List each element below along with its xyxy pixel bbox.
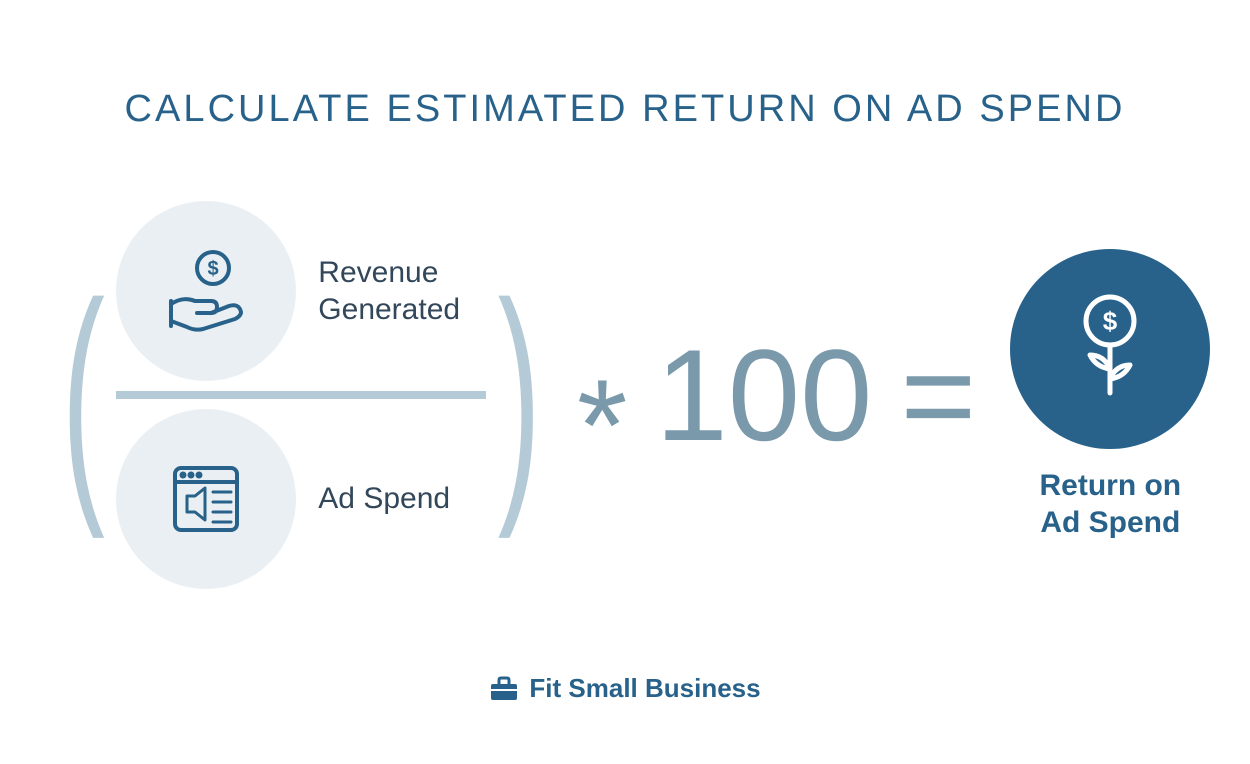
fraction-divider [116, 391, 486, 399]
page-title: CALCULATE ESTIMATED RETURN ON AD SPEND [0, 0, 1250, 131]
result-label: Return onAd Spend [1039, 467, 1181, 542]
hundred: 100 [641, 330, 886, 460]
return-icon: $ [1010, 249, 1210, 449]
svg-text:$: $ [208, 258, 219, 280]
equals-op: = [886, 330, 990, 460]
denominator-term: Ad Spend [116, 409, 450, 589]
formula-container: ( $ RevenueGenerated [0, 201, 1250, 589]
left-paren: ( [61, 265, 104, 525]
multiply-op: * [563, 360, 642, 490]
briefcase-icon [489, 676, 519, 702]
footer-logo: Fit Small Business [0, 673, 1250, 704]
numerator-term: $ RevenueGenerated [116, 201, 460, 381]
result-group: $ Return onAd Spend [1010, 249, 1210, 542]
right-paren: ) [498, 265, 541, 525]
ad-spend-icon [116, 409, 296, 589]
footer-text: Fit Small Business [529, 673, 760, 704]
fraction: $ RevenueGenerated [116, 201, 486, 589]
svg-text:$: $ [1103, 306, 1118, 336]
numerator-label: RevenueGenerated [318, 254, 460, 329]
revenue-icon: $ [116, 201, 296, 381]
denominator-label: Ad Spend [318, 480, 450, 518]
fraction-group: ( $ RevenueGenerated [40, 201, 563, 589]
